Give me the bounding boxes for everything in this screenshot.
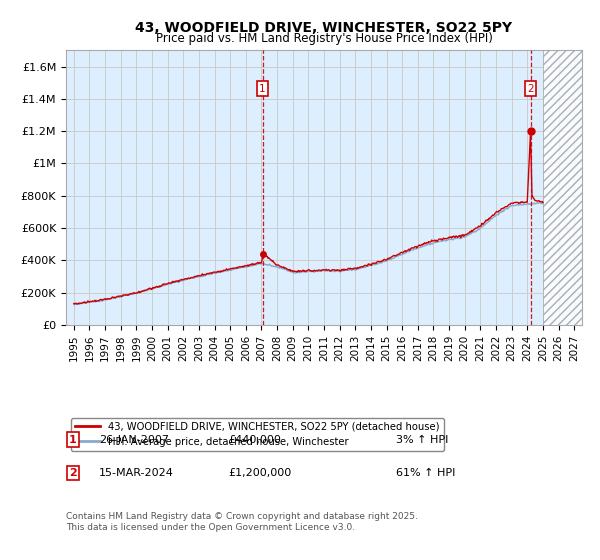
43, WOODFIELD DRIVE, WINCHESTER, SO22 5PY (detached house) <box>74 301 82 307</box>
Text: 3% ↑ HPI: 3% ↑ HPI <box>396 435 448 445</box>
Text: Price paid vs. HM Land Registry's House Price Index (HPI): Price paid vs. HM Land Registry's House … <box>155 32 493 45</box>
Text: 2: 2 <box>69 468 77 478</box>
Text: £1,200,000: £1,200,000 <box>228 468 291 478</box>
HPI: Average price, detached house, Winchester: (2.01e+03, 3.38e+05): Average price, detached house, Wincheste… <box>283 267 290 274</box>
Text: 15-MAR-2024: 15-MAR-2024 <box>99 468 174 478</box>
43, WOODFIELD DRIVE, WINCHESTER, SO22 5PY (detached house) <box>70 300 77 307</box>
Text: 1: 1 <box>69 435 77 445</box>
43, WOODFIELD DRIVE, WINCHESTER, SO22 5PY (detached house) <box>283 265 290 272</box>
HPI: Average price, detached house, Winchester: (2.02e+03, 4.97e+05): Average price, detached house, Wincheste… <box>424 241 431 248</box>
Text: 26-JAN-2007: 26-JAN-2007 <box>99 435 169 445</box>
Bar <box>543 50 582 325</box>
HPI: Average price, detached house, Winchester: (2.02e+03, 7.51e+05): Average price, detached house, Wincheste… <box>539 200 547 207</box>
Legend: 43, WOODFIELD DRIVE, WINCHESTER, SO22 5PY (detached house), HPI: Average price, : 43, WOODFIELD DRIVE, WINCHESTER, SO22 5P… <box>71 418 443 451</box>
Text: £440,000: £440,000 <box>228 435 281 445</box>
HPI: Average price, detached house, Winchester: (2e+03, 2.98e+05): Average price, detached house, Wincheste… <box>191 273 199 280</box>
Line: HPI: Average price, detached house, Winchester: HPI: Average price, detached house, Winc… <box>74 203 543 305</box>
43, WOODFIELD DRIVE, WINCHESTER, SO22 5PY (detached house) <box>539 199 547 206</box>
43, WOODFIELD DRIVE, WINCHESTER, SO22 5PY (detached house) <box>191 273 199 279</box>
Text: 2: 2 <box>527 84 534 94</box>
43, WOODFIELD DRIVE, WINCHESTER, SO22 5PY (detached house) <box>154 284 161 291</box>
HPI: Average price, detached house, Winchester: (2e+03, 2.32e+05): Average price, detached house, Wincheste… <box>154 284 161 291</box>
Text: 1: 1 <box>259 84 266 94</box>
HPI: Average price, detached house, Winchester: (2.01e+03, 3.41e+05): Average price, detached house, Wincheste… <box>347 267 355 273</box>
HPI: Average price, detached house, Winchester: (2.02e+03, 4.02e+05): Average price, detached house, Wincheste… <box>384 256 391 263</box>
Text: Contains HM Land Registry data © Crown copyright and database right 2025.
This d: Contains HM Land Registry data © Crown c… <box>66 512 418 532</box>
43, WOODFIELD DRIVE, WINCHESTER, SO22 5PY (detached house) <box>527 132 534 138</box>
HPI: Average price, detached house, Winchester: (2e+03, 1.24e+05): Average price, detached house, Wincheste… <box>71 301 78 308</box>
HPI: Average price, detached house, Winchester: (2.02e+03, 7.57e+05): Average price, detached house, Wincheste… <box>534 199 541 206</box>
Line: 43, WOODFIELD DRIVE, WINCHESTER, SO22 5PY (detached house): 43, WOODFIELD DRIVE, WINCHESTER, SO22 5P… <box>74 135 543 304</box>
Text: 61% ↑ HPI: 61% ↑ HPI <box>396 468 455 478</box>
43, WOODFIELD DRIVE, WINCHESTER, SO22 5PY (detached house) <box>347 265 355 272</box>
Text: 43, WOODFIELD DRIVE, WINCHESTER, SO22 5PY: 43, WOODFIELD DRIVE, WINCHESTER, SO22 5P… <box>136 21 512 35</box>
43, WOODFIELD DRIVE, WINCHESTER, SO22 5PY (detached house) <box>424 240 431 246</box>
HPI: Average price, detached house, Winchester: (2e+03, 1.28e+05): Average price, detached house, Wincheste… <box>70 301 77 307</box>
43, WOODFIELD DRIVE, WINCHESTER, SO22 5PY (detached house) <box>384 255 391 262</box>
